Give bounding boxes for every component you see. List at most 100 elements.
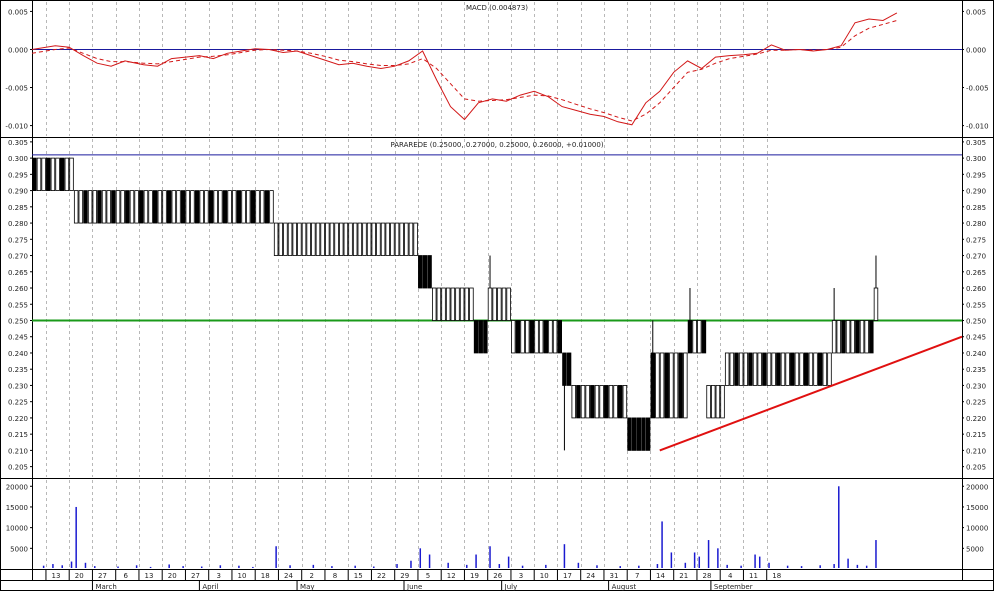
candle-down [804,352,809,386]
candle-up [376,222,381,256]
candle-up [683,352,688,419]
price-tick-left: 0.220 [8,415,28,423]
volume-tick-left: 5000 [10,545,28,553]
price-tick-right: 0.235 [966,366,986,374]
macd-line [31,12,898,126]
date-label: 22 [377,572,386,580]
candle-down [734,352,739,386]
candle-down [650,352,656,419]
candle-up [325,222,330,256]
candle-down [627,417,632,451]
candle-up [743,352,749,386]
candle-down [817,352,823,386]
candle-up [845,320,851,354]
candle-down [557,320,563,354]
candle-up [873,287,879,321]
candle-down [618,385,623,419]
date-label: 28 [702,572,711,580]
candle-up [850,320,855,354]
candle-up [120,190,125,224]
price-tick-left: 0.250 [8,317,28,325]
macd-title: MACD (0.004873) [466,4,528,12]
candle-up [445,287,451,321]
price-tick-right: 0.305 [966,139,986,147]
candle-down [180,190,186,224]
candle-down [841,320,846,354]
price-tick-left: 0.305 [8,139,28,147]
price-tick-left: 0.290 [8,188,28,196]
candle-down [139,190,144,224]
volume-tick-right: 15000 [966,504,988,512]
volume-tick-left: 10000 [6,525,28,533]
candle-up [771,352,776,386]
date-label: 24 [586,572,595,580]
date-label: 13 [144,572,153,580]
candle-up [622,385,628,419]
month-label: April [202,583,218,591]
candle-up [245,190,251,224]
price-tick-left: 0.245 [8,334,28,342]
date-label: 11 [749,572,758,580]
price-tick-left: 0.230 [8,382,28,390]
price-tick-left: 0.270 [8,253,28,261]
candle-up [50,157,56,191]
candle-up [729,352,735,386]
price-tick-left: 0.205 [8,464,28,472]
candle-down [855,320,860,354]
price-tick-right: 0.245 [966,334,986,342]
volume-tick-right: 20000 [966,483,988,491]
candle-up [176,190,181,224]
candle-down [83,190,88,224]
price-tick-left: 0.295 [8,171,28,179]
date-label: 10 [540,572,549,580]
candle-up [404,222,409,256]
candle-down [604,385,609,419]
candle-up [287,222,293,256]
month-label: March [95,583,116,591]
candle-up [594,385,600,419]
price-tick-left: 0.215 [8,431,28,439]
candle-up [338,222,344,256]
candle-up [469,287,474,321]
candle-up [506,287,511,321]
macd-tick-left: 0.005 [8,8,28,16]
price-tick-right: 0.210 [966,447,986,455]
candle-up [692,320,697,354]
candle-up [706,385,711,419]
date-label: 31 [609,572,618,580]
date-label: 19 [470,572,479,580]
candle-up [697,320,702,354]
candle-up [73,190,79,224]
candle-down [250,190,256,224]
price-tick-left: 0.285 [8,204,28,212]
date-label: 8 [333,572,337,580]
date-label: 3 [519,572,523,580]
date-label: 17 [563,572,572,580]
candle-down [222,190,228,224]
candle-up [459,287,465,321]
candle-up [357,222,363,256]
price-tick-right: 0.255 [966,301,986,309]
price-tick-right: 0.265 [966,269,986,277]
price-tick-right: 0.220 [966,415,986,423]
date-label: 29 [400,572,409,580]
candle-down [590,385,595,419]
candle-up [613,385,618,419]
candle-up [608,385,614,419]
price-tick-right: 0.260 [966,285,986,293]
candle-down [566,352,572,386]
candle-up [232,190,237,224]
candle-down [32,157,37,191]
candle-up [552,320,558,354]
candle-up [352,222,358,256]
date-label: 6 [123,572,128,580]
candle-up [278,222,284,256]
volume-tick-left: 15000 [6,504,28,512]
date-label: 2 [309,572,313,580]
price-tick-left: 0.275 [8,236,28,244]
candle-up [720,385,725,419]
candle-up [431,287,437,321]
candle-up [813,352,818,386]
candle-up [143,190,149,224]
date-label: 10 [237,572,246,580]
